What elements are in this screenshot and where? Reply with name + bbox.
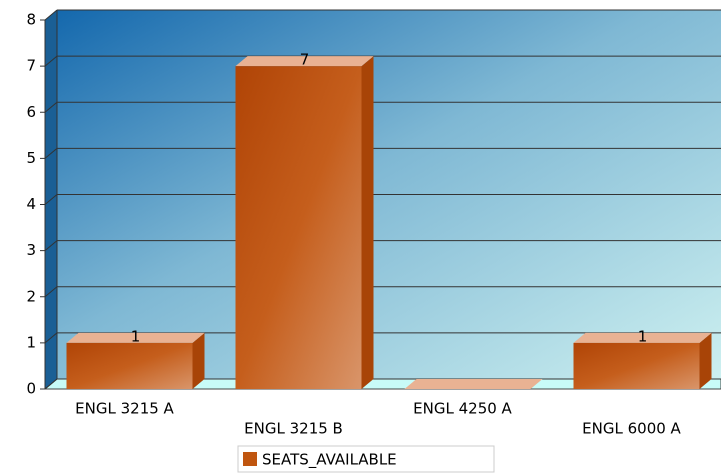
x-tick-label: ENGL 3215 A [75,400,174,418]
y-tick-label: 3 [26,241,36,259]
x-tick-label: ENGL 6000 A [582,420,681,438]
grid-line-wall [44,194,58,205]
bar-top [235,56,374,67]
y-tick-label: 1 [26,333,36,351]
y-tick-label: 4 [26,195,36,213]
bar-side [192,332,205,389]
grid-line-wall [44,55,58,67]
bar [573,342,700,389]
grid-line-wall [44,286,58,298]
grid-line-wall [44,378,58,390]
grid-line-wall [44,9,58,21]
bar-side [361,56,374,389]
x-tick-label: ENGL 3215 B [244,420,343,438]
legend-label: SEATS_AVAILABLE [262,451,397,470]
data-label: 1 [131,327,141,345]
bar [66,342,193,389]
legend-swatch [243,452,257,466]
bar-top [66,332,205,343]
data-label: 1 [638,327,648,345]
bar-side [699,332,712,389]
bar-top [573,332,712,343]
y-tick-label: 5 [26,149,36,167]
bar [235,66,362,389]
grid-line-wall [44,332,58,344]
y-tick-label: 7 [26,57,36,75]
x-tick-label: ENGL 4250 A [413,400,512,418]
data-label: 7 [300,51,310,69]
grid-line-wall [44,240,58,252]
y-tick-label: 6 [26,103,36,121]
grid-line-wall [44,101,58,113]
legend-box [237,445,495,473]
grid-line-wall [44,147,58,159]
y-tick-label: 8 [26,11,36,29]
y-tick-label: 2 [26,287,36,305]
bar-top [404,379,543,389]
y-tick-label: 0 [26,380,36,398]
